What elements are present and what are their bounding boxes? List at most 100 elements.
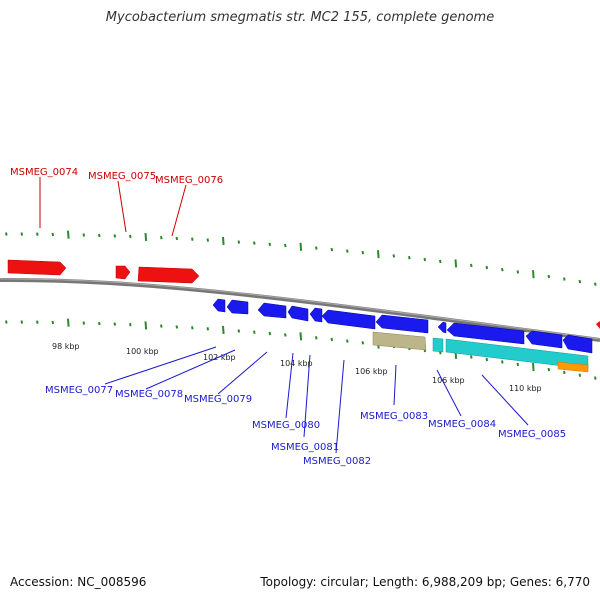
lower-tick-7 xyxy=(113,322,117,326)
lower-tick-33 xyxy=(516,362,520,367)
upper-tick-12 xyxy=(191,237,194,241)
forward-gene-labels: MSMEG_0074 MSMEG_0075 MSMEG_0076 xyxy=(10,167,223,237)
label-msmeg-0076[interactable]: MSMEG_0076 xyxy=(155,175,223,186)
scale-labels: 98 kbp 100 kbp 102 kbp 104 kbp 106 kbp 1… xyxy=(52,342,542,393)
gene-arrow-msmeg-0077[interactable] xyxy=(212,298,226,313)
label-msmeg-0080[interactable]: MSMEG_0080 xyxy=(252,420,320,431)
genome-summary-text: Topology: circular; Length: 6,988,209 bp… xyxy=(260,575,590,589)
lower-tick-13 xyxy=(206,327,210,331)
lower-tick-21 xyxy=(330,337,334,342)
upper-tick-2 xyxy=(36,232,39,236)
lower-tick-35 xyxy=(547,367,551,372)
upper-tick-31 xyxy=(485,265,489,270)
gene-arrow-msmeg-0083[interactable] xyxy=(375,314,429,334)
label-msmeg-0081[interactable]: MSMEG_0081 xyxy=(271,442,339,453)
upper-tick-28 xyxy=(439,259,442,264)
upper-tick-8 xyxy=(129,234,132,239)
label-msmeg-0075[interactable]: MSMEG_0075 xyxy=(88,171,156,182)
gene-arrow-msmeg-0078[interactable] xyxy=(226,299,249,315)
lower-tick-30 xyxy=(470,355,473,359)
scale-label-98kbp: 98 kbp xyxy=(52,342,80,351)
lower-tick-16 xyxy=(253,330,256,334)
upper-tick-track xyxy=(5,230,597,286)
forward-gene-track xyxy=(7,259,200,284)
upper-tick-35 xyxy=(547,274,551,279)
label-msmeg-0077[interactable]: MSMEG_0077 xyxy=(45,385,113,396)
lower-tick-10 xyxy=(160,324,163,328)
lower-tick-11 xyxy=(175,325,179,329)
scale-label-100kbp: 100 kbp xyxy=(126,347,159,356)
upper-tick-38 xyxy=(594,282,597,286)
scale-label-106kbp-a: 106 kbp xyxy=(355,367,388,376)
upper-tick-13 xyxy=(206,238,210,242)
upper-tick-11 xyxy=(175,236,179,241)
label-msmeg-0078[interactable]: MSMEG_0078 xyxy=(115,389,183,400)
genome-backbone xyxy=(0,277,600,342)
gene-arrow-msmeg-0081[interactable] xyxy=(309,307,323,323)
upper-tick-6 xyxy=(98,233,101,238)
gene-arrow-msmeg-0074[interactable] xyxy=(7,259,67,276)
upper-tick-30 xyxy=(470,263,473,268)
lower-tick-8 xyxy=(129,323,132,327)
upper-tick-20 xyxy=(315,246,318,250)
upper-tick-36 xyxy=(563,277,566,281)
lower-tick-1 xyxy=(20,320,24,324)
genome-title: Mycobacterium smegmatis str. MC2 155, co… xyxy=(105,10,495,25)
upper-tick-24 xyxy=(377,250,380,259)
lower-tick-18 xyxy=(284,333,287,337)
upper-tick-32 xyxy=(501,268,504,272)
upper-tick-29 xyxy=(454,259,458,268)
gene-arrow-msmeg-0079[interactable] xyxy=(257,302,287,319)
scale-label-102kbp: 102 kbp xyxy=(203,353,236,362)
label-msmeg-0084[interactable]: MSMEG_0084 xyxy=(428,419,496,430)
upper-tick-0 xyxy=(5,232,8,236)
scale-label-106kbp-b: 106 kbp xyxy=(432,376,465,385)
lower-tick-5 xyxy=(82,321,86,325)
scale-label-110kbp: 110 kbp xyxy=(509,384,542,393)
upper-tick-4 xyxy=(67,230,70,239)
gene-arrow-msmeg-0085c[interactable] xyxy=(562,334,593,354)
gene-arrow-msmeg-0084[interactable] xyxy=(437,321,447,334)
feature-cyan-block-small[interactable] xyxy=(432,337,444,353)
gene-arrow-msmeg-0080[interactable] xyxy=(287,305,309,322)
gene-arrow-msmeg-0085b[interactable] xyxy=(525,330,563,349)
lower-tick-6 xyxy=(98,321,101,326)
label-msmeg-0085[interactable]: MSMEG_0085 xyxy=(498,429,566,440)
lower-tick-17 xyxy=(268,331,272,336)
lower-tick-4 xyxy=(67,318,70,327)
lower-tick-34 xyxy=(532,362,535,372)
upper-tick-21 xyxy=(330,247,334,252)
feature-orange-block[interactable] xyxy=(557,361,589,373)
gene-arrow-msmeg-0085a[interactable] xyxy=(446,322,525,345)
upper-tick-1 xyxy=(20,232,24,236)
label-msmeg-0082[interactable]: MSMEG_0082 xyxy=(303,456,371,467)
lower-tick-15 xyxy=(237,329,241,333)
feature-khaki-block[interactable] xyxy=(372,331,427,351)
label-msmeg-0083[interactable]: MSMEG_0083 xyxy=(360,411,428,422)
upper-tick-9 xyxy=(144,232,148,242)
lower-tick-0 xyxy=(5,320,8,324)
upper-tick-17 xyxy=(268,242,272,246)
upper-tick-19 xyxy=(299,242,303,251)
lower-tick-14 xyxy=(222,325,225,334)
scale-label-104kbp: 104 kbp xyxy=(280,359,313,368)
lower-tick-37 xyxy=(578,373,582,377)
upper-tick-26 xyxy=(408,256,411,260)
upper-tick-27 xyxy=(423,257,427,262)
lower-tick-3 xyxy=(51,320,55,325)
misc-feature-track xyxy=(372,331,589,373)
gene-arrow-msmeg-0082[interactable] xyxy=(321,309,376,330)
lower-tick-38 xyxy=(594,376,597,380)
upper-tick-33 xyxy=(516,270,520,274)
gene-arrow-msmeg-0076[interactable] xyxy=(137,266,200,284)
label-msmeg-0074[interactable]: MSMEG_0074 xyxy=(10,167,78,178)
lower-tick-9 xyxy=(144,321,148,330)
upper-tick-14 xyxy=(222,236,225,246)
backbone-end-marker xyxy=(596,321,600,329)
upper-tick-15 xyxy=(237,240,241,244)
lower-tick-12 xyxy=(191,326,194,330)
gene-arrow-msmeg-0075[interactable] xyxy=(115,265,131,280)
label-msmeg-0079[interactable]: MSMEG_0079 xyxy=(184,394,252,405)
upper-tick-3 xyxy=(51,232,55,237)
